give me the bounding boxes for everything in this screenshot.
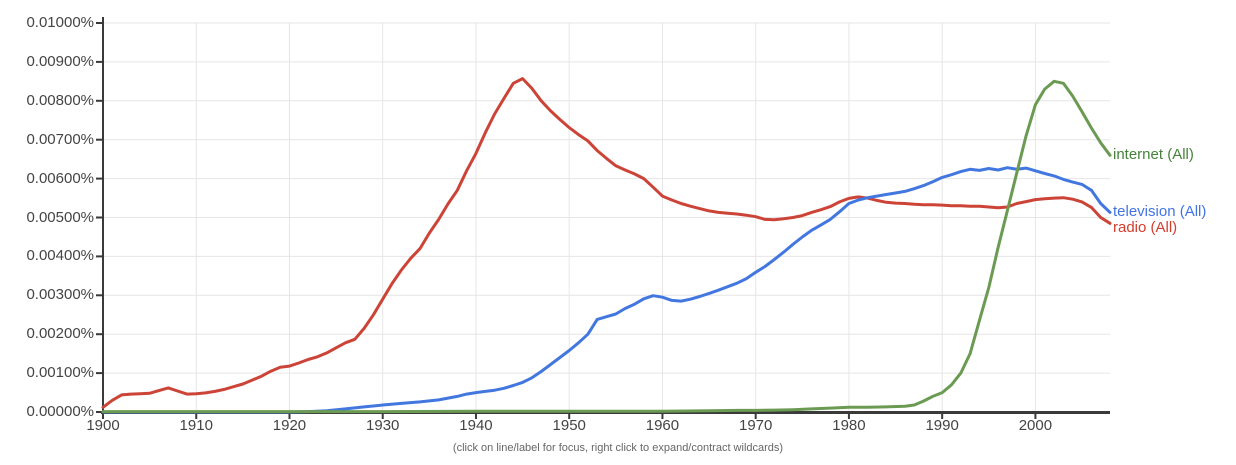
y-axis-tick-label: 0.00100% (26, 364, 94, 382)
series-line-radio[interactable] (101, 77, 1112, 409)
x-axis-tick-label: 1910 (179, 417, 213, 434)
x-axis-tick-label: 1940 (459, 417, 493, 434)
series-line-internet[interactable] (101, 79, 1112, 414)
chart-caption: (click on line/label for focus, right cl… (452, 442, 784, 454)
x-axis-tick-label: 1960 (645, 417, 680, 434)
y-axis-tick-label: 0.00300% (26, 286, 94, 304)
y-axis-tick-label: 0.00700% (26, 130, 94, 148)
y-axis-tick-label: 0.00500% (26, 208, 94, 226)
x-axis-tick-label: 1920 (272, 417, 307, 434)
y-axis-tick-label: 0.00400% (26, 247, 94, 265)
x-axis-tick-label: 1970 (738, 417, 773, 434)
series-label-internet[interactable]: internet (All) (1113, 146, 1194, 164)
y-axis-tick-label: 0.00000% (26, 403, 94, 420)
series-label-television[interactable]: television (All) (1113, 203, 1207, 221)
x-axis-tick-label: 1990 (925, 417, 959, 434)
series-label-radio[interactable]: radio (All) (1113, 219, 1178, 237)
y-axis-tick-label: 0.00900% (26, 52, 94, 70)
x-axis-tick-label: 1930 (366, 417, 400, 434)
x-axis-tick-label: 1900 (86, 417, 120, 434)
series-line-television[interactable] (101, 166, 1112, 414)
y-axis-tick-label: 0.01000% (26, 14, 94, 31)
y-axis-tick-label: 0.00600% (26, 169, 94, 187)
x-axis-tick-label: 2000 (1018, 417, 1053, 434)
y-axis-tick-label: 0.00800% (26, 91, 94, 109)
x-axis-tick-label: 1950 (552, 417, 586, 434)
x-axis-tick-label: 1980 (832, 417, 866, 434)
y-axis-tick-label: 0.00200% (26, 325, 94, 343)
